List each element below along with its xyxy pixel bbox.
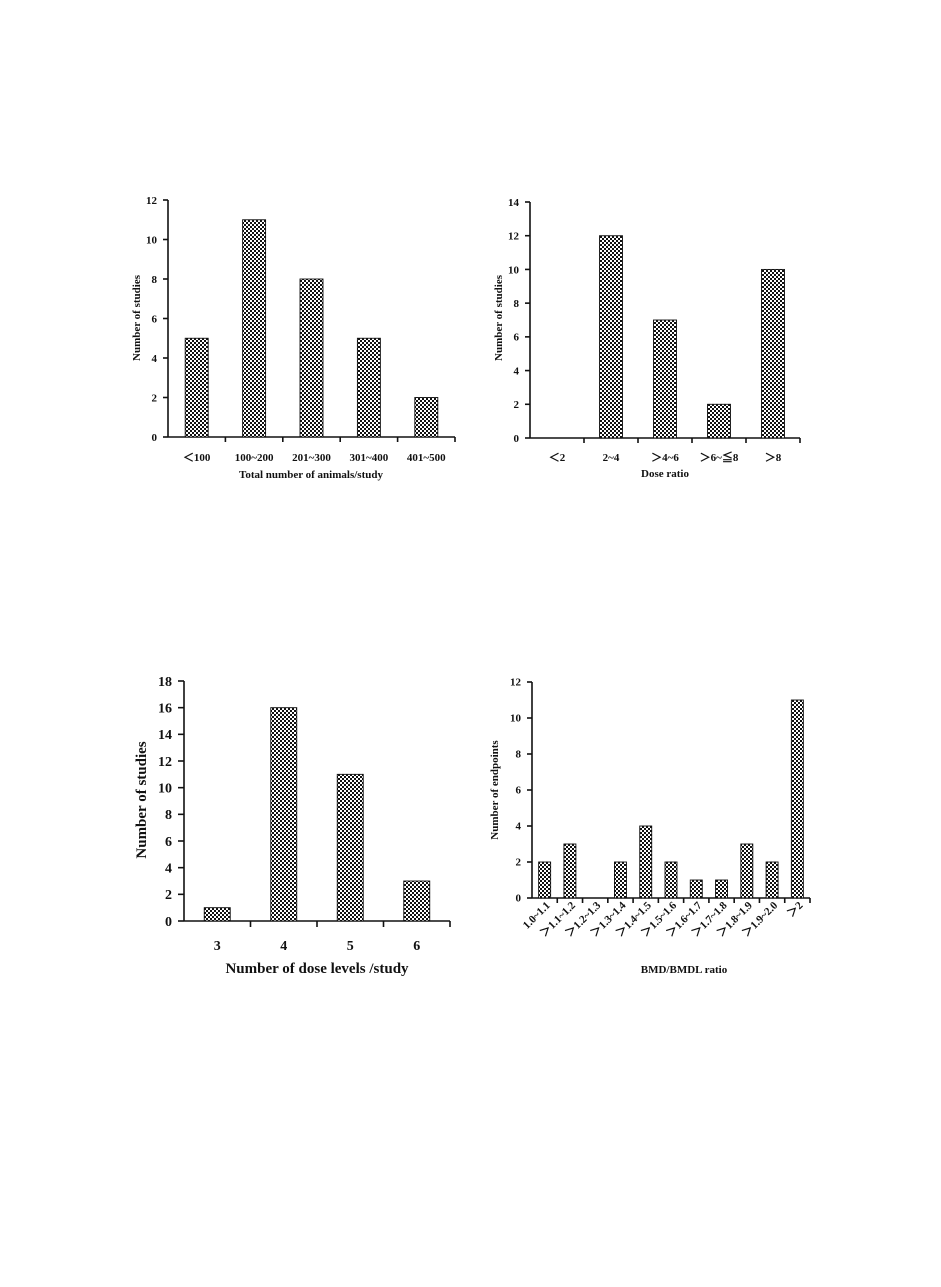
- y-tick-label: 0: [152, 432, 158, 444]
- bars: [538, 699, 804, 899]
- bar: [639, 825, 653, 899]
- bar: [790, 699, 804, 899]
- y-tick-label: 12: [158, 755, 172, 770]
- x-tick-label: 5: [347, 939, 354, 954]
- bar: [336, 773, 364, 922]
- y-ticks: 0 2 4 6 8 10 12 14 16 18: [158, 675, 184, 930]
- x-tick-label: 401~500: [407, 452, 446, 464]
- bar: [184, 337, 209, 438]
- chart-dose-levels: 0 2 4 6 8 10 12 14 16 18 3 4 5 6 Number of studies N…: [134, 675, 451, 977]
- y-axis-title: Number of endpoints: [489, 740, 501, 840]
- x-ticks: 3 4 5 6: [214, 921, 451, 954]
- bar: [403, 880, 431, 922]
- y-tick-label: 6: [516, 785, 522, 797]
- bar: [538, 861, 552, 899]
- y-tick-label: 16: [158, 702, 172, 717]
- y-tick-label: 4: [152, 353, 158, 365]
- y-tick-label: 10: [510, 713, 522, 725]
- x-tick-label: 6: [413, 939, 420, 954]
- y-tick-label: 0: [514, 433, 520, 445]
- bar: [765, 861, 779, 899]
- x-tick-label: ＞8: [765, 452, 782, 464]
- y-tick-label: 14: [158, 728, 172, 743]
- y-tick-label: 2: [165, 888, 172, 903]
- bar: [761, 268, 785, 439]
- chart-animals-per-study: 0 2 4 6 8 10 12 ＜100 100~200 201~300 301~400 401~5…: [131, 195, 456, 481]
- y-tick-label: 8: [165, 808, 172, 823]
- x-ticks: 1.0~1.1＞1.1~1.2＞1.2~1.3＞1.3~1.4＞1.4~1.5＞…: [521, 898, 811, 939]
- x-axis-title: Total number of animals/study: [239, 469, 383, 481]
- y-ticks: 0 2 4 6 8 10 12: [510, 677, 532, 905]
- y-tick-label: 4: [514, 365, 520, 377]
- x-tick-label: ＞4~6: [651, 452, 679, 464]
- y-axis-title: Number of studies: [493, 274, 505, 361]
- x-tick-label: ＜2: [549, 452, 566, 464]
- bar: [599, 235, 623, 439]
- bar: [242, 219, 267, 438]
- y-ticks: 0 2 4 6 8 10 12: [146, 195, 168, 444]
- y-tick-label: 10: [508, 264, 520, 276]
- y-tick-label: 0: [165, 915, 172, 930]
- y-tick-label: 6: [165, 835, 172, 850]
- y-axis-title: Number of studies: [134, 741, 150, 858]
- y-tick-label: 8: [514, 298, 520, 310]
- chart-bmd-bmdl-ratio: 0 2 4 6 8 10 12 1.0~1.1＞1.1~1.2＞1.2~1.3＞1.3~1.…: [489, 677, 811, 976]
- chart-dose-ratio: 0 2 4 6 8 10 12 14 ＜2 2~4 ＞4~6 ＞6~≦8 ＞8 Number of s…: [493, 197, 801, 480]
- y-tick-label: 2: [514, 399, 520, 411]
- y-tick-label: 0: [516, 893, 522, 905]
- y-tick-label: 10: [158, 782, 172, 797]
- x-tick-label: ＞6~≦8: [700, 450, 739, 464]
- bar: [664, 861, 678, 899]
- y-tick-label: 4: [516, 821, 522, 833]
- x-tick-label: 100~200: [235, 452, 274, 464]
- y-ticks: 0 2 4 6 8 10 12 14: [508, 197, 530, 445]
- y-axis-title: Number of studies: [131, 274, 143, 361]
- y-tick-label: 8: [516, 749, 522, 761]
- y-tick-label: 2: [152, 392, 158, 404]
- y-tick-label: 8: [152, 274, 158, 286]
- bar: [614, 861, 627, 899]
- bar: [707, 403, 731, 439]
- x-tick-label: 201~300: [292, 452, 331, 464]
- bar: [715, 879, 728, 899]
- bar: [299, 278, 324, 438]
- y-tick-label: 10: [146, 234, 158, 246]
- bar: [653, 319, 677, 439]
- bar: [740, 843, 754, 899]
- x-tick-label: ＞2: [785, 899, 806, 920]
- bar: [270, 707, 298, 922]
- y-tick-label: 14: [508, 197, 520, 209]
- y-tick-label: 18: [158, 675, 172, 690]
- x-ticks: ＜100 100~200 201~300 301~400 401~500: [183, 437, 456, 464]
- x-ticks: ＜2 2~4 ＞4~6 ＞6~≦8 ＞8: [549, 438, 801, 464]
- y-tick-label: 6: [152, 313, 158, 325]
- bar: [563, 843, 577, 899]
- y-tick-label: 2: [516, 857, 522, 869]
- x-tick-label: 4: [280, 939, 287, 954]
- bar: [414, 397, 439, 438]
- bar: [356, 337, 381, 438]
- x-axis-title: Number of dose levels /study: [225, 961, 409, 977]
- x-axis-title: BMD/BMDL ratio: [641, 964, 728, 976]
- y-tick-label: 12: [510, 677, 522, 689]
- x-tick-label: 2~4: [603, 452, 620, 464]
- x-tick-label: 3: [214, 939, 221, 954]
- y-tick-label: 12: [508, 231, 520, 243]
- bars: [599, 235, 785, 439]
- y-tick-label: 6: [514, 332, 520, 344]
- x-tick-label: ＜100: [183, 452, 211, 464]
- bars: [184, 219, 439, 438]
- bar: [689, 879, 703, 899]
- y-tick-label: 4: [165, 862, 172, 877]
- y-tick-label: 12: [146, 195, 158, 207]
- x-axis-title: Dose ratio: [641, 468, 689, 480]
- x-tick-label: 301~400: [350, 452, 389, 464]
- bar: [203, 907, 231, 922]
- bars: [203, 707, 431, 922]
